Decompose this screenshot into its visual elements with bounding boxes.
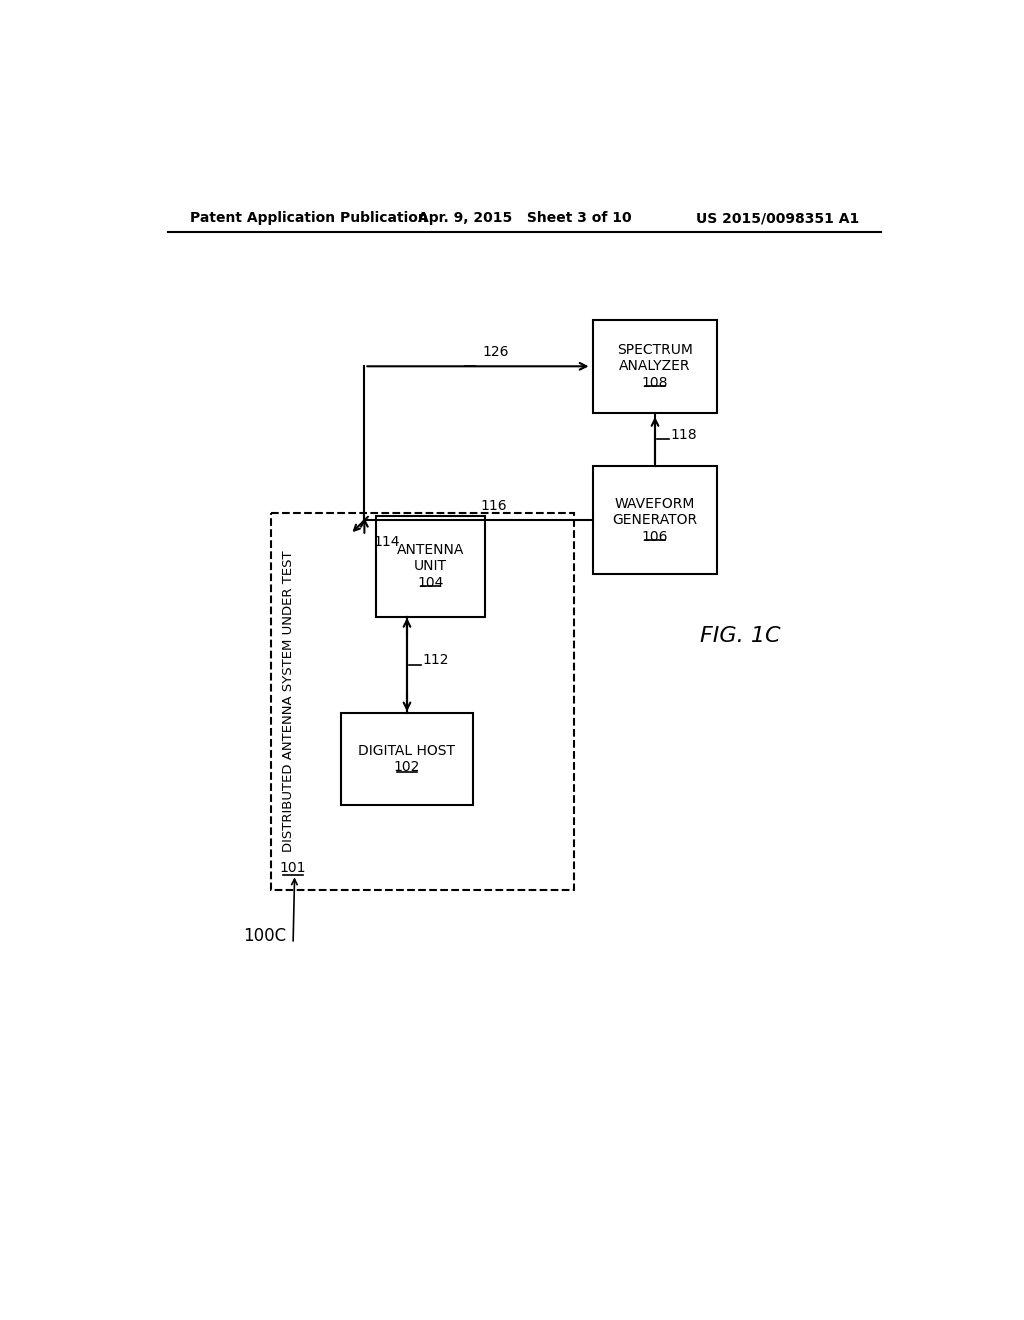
Text: US 2015/0098351 A1: US 2015/0098351 A1 [696, 211, 859, 226]
Bar [593, 321, 717, 413]
Text: 126: 126 [482, 346, 509, 359]
Bar [271, 512, 573, 890]
Text: ANTENNA
UNIT
104: ANTENNA UNIT 104 [396, 544, 464, 590]
Text: Apr. 9, 2015   Sheet 3 of 10: Apr. 9, 2015 Sheet 3 of 10 [418, 211, 632, 226]
Text: DIGITAL HOST
102: DIGITAL HOST 102 [358, 744, 456, 774]
Text: 101: 101 [280, 862, 306, 875]
Text: Patent Application Publication: Patent Application Publication [190, 211, 428, 226]
Bar [341, 713, 473, 805]
Text: 116: 116 [481, 499, 508, 513]
Text: DISTRIBUTED ANTENNA SYSTEM UNDER TEST: DISTRIBUTED ANTENNA SYSTEM UNDER TEST [282, 550, 295, 853]
Text: 118: 118 [671, 428, 697, 442]
Text: FIG. 1C: FIG. 1C [700, 626, 780, 645]
Text: 112: 112 [423, 653, 449, 667]
Text: WAVEFORM
GENERATOR
106: WAVEFORM GENERATOR 106 [612, 498, 697, 544]
Bar [593, 466, 717, 574]
Text: 100C: 100C [243, 927, 286, 945]
Bar [376, 516, 484, 616]
Text: 114: 114 [374, 535, 400, 549]
Text: SPECTRUM
ANALYZER
108: SPECTRUM ANALYZER 108 [617, 343, 693, 389]
